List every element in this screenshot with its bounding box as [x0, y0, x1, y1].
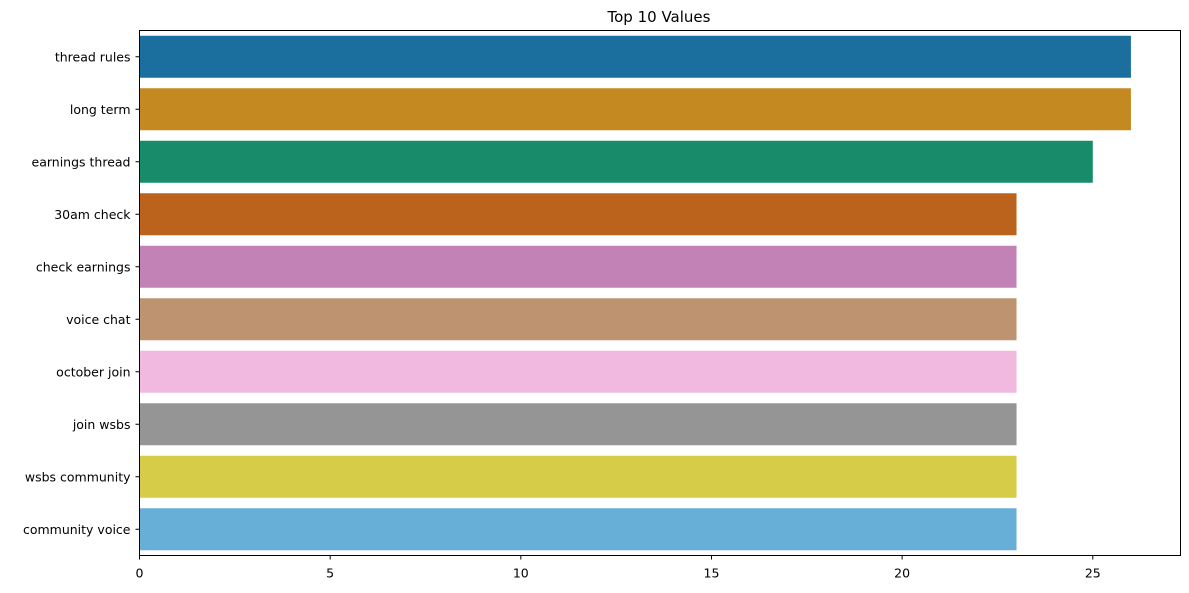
y-tick-label: voice chat — [66, 312, 131, 327]
y-axis-ticks: thread rules long term earnings thread 30am… — [23, 49, 140, 537]
bar-9 — [139, 508, 1017, 551]
x-tick-label: 10 — [513, 566, 529, 581]
x-axis-ticks: 0 5 10 15 20 25 — [136, 555, 1101, 581]
x-tick-label: 25 — [1085, 566, 1101, 581]
y-tick-label: earnings thread — [32, 154, 131, 169]
bars-group — [139, 35, 1131, 551]
x-tick-label: 20 — [894, 566, 910, 581]
y-tick-label: join wsbs — [72, 417, 131, 432]
x-tick-label: 0 — [136, 566, 144, 581]
bar-4 — [139, 245, 1017, 288]
bar-1 — [139, 88, 1131, 131]
y-tick-label: thread rules — [55, 49, 131, 64]
y-tick-label: long term — [70, 102, 131, 117]
bar-6 — [139, 350, 1017, 393]
x-tick-label: 15 — [704, 566, 720, 581]
bar-8 — [139, 455, 1017, 498]
plot-frame — [139, 30, 1181, 556]
chart-title: Top 10 Values — [607, 8, 711, 26]
bar-7 — [139, 403, 1017, 446]
y-tick-label: 30am check — [54, 207, 131, 222]
bar-5 — [139, 298, 1017, 341]
bar-3 — [139, 193, 1017, 236]
bar-0 — [139, 35, 1131, 78]
y-tick-label: check earnings — [36, 259, 131, 274]
x-tick-label: 5 — [326, 566, 334, 581]
bar-2 — [139, 140, 1093, 183]
y-tick-label: october join — [56, 364, 130, 379]
y-tick-label: community voice — [23, 522, 131, 537]
y-tick-label: wsbs community — [25, 469, 131, 484]
